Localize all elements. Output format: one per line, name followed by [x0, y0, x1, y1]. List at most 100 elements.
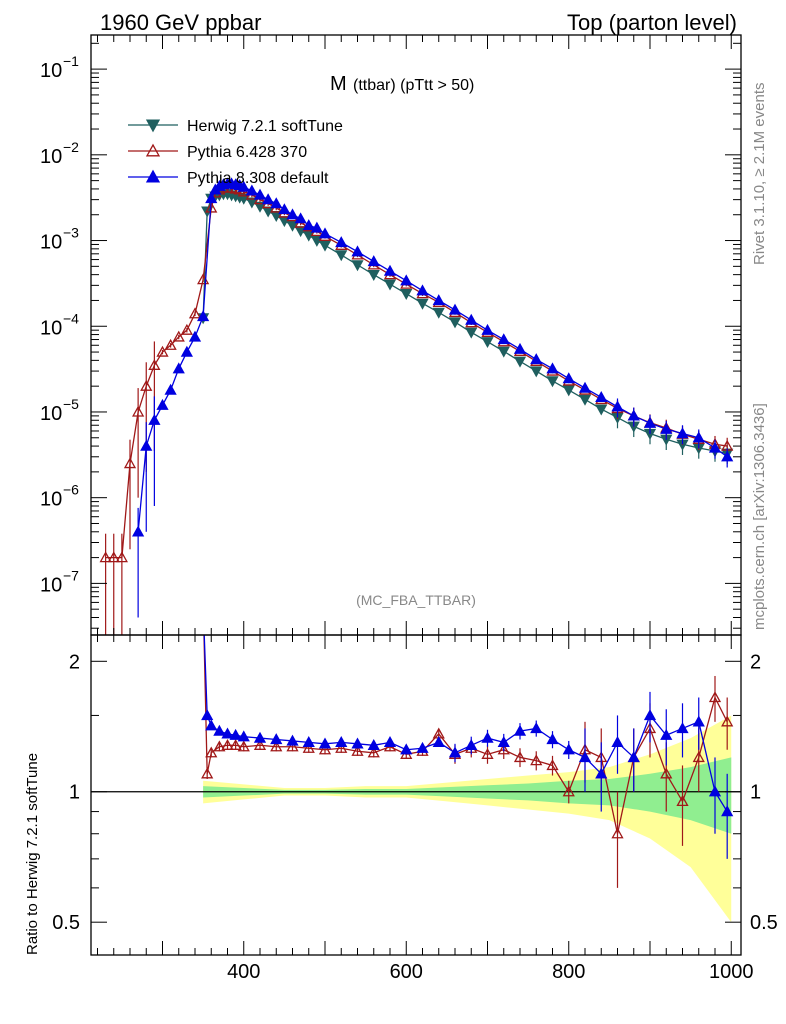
data-point [270, 197, 283, 209]
ratio-point [530, 722, 543, 734]
data-point [205, 192, 218, 204]
data-point [530, 353, 543, 365]
data-point [546, 376, 559, 388]
data-point [148, 358, 161, 370]
data-point [245, 197, 258, 209]
x-tick-label: 800 [552, 961, 585, 983]
ratio-point [221, 727, 234, 739]
data-point [115, 551, 128, 563]
data-point [432, 294, 445, 306]
title-main: M [330, 73, 347, 95]
y-tick-label-exponent: −4 [63, 310, 79, 326]
ratio-point [692, 715, 705, 727]
data-point [578, 381, 592, 393]
data-point [180, 323, 193, 335]
data-point [595, 404, 608, 416]
data-point [367, 255, 380, 267]
ratio-point [286, 734, 299, 746]
ratio-point [318, 743, 332, 755]
ratio-point [367, 746, 380, 758]
ratio-point [400, 743, 413, 755]
ratio-point [367, 738, 380, 750]
uncertainty-band-0 [203, 715, 732, 923]
data-point [310, 221, 323, 233]
ratio-y-tick-label: 2 [69, 651, 80, 673]
ratio-point [562, 743, 575, 755]
data-point [708, 441, 722, 453]
data-point [497, 333, 510, 345]
data-point [188, 307, 202, 319]
ratio-series-1 [201, 635, 734, 859]
ratio-point [546, 733, 559, 745]
title-sub: (ttbar) (pTtt > 50) [353, 77, 474, 94]
ratio-point [530, 754, 543, 766]
data-point [692, 431, 705, 443]
data-point [448, 317, 462, 329]
data-point [262, 193, 275, 205]
ratio-point [383, 736, 397, 748]
series-line [137, 183, 728, 532]
y-tick-label: 10 [40, 317, 62, 339]
data-point [643, 416, 657, 428]
y-tick-label: 10 [40, 232, 62, 254]
data-point [611, 400, 624, 412]
ratio-point [660, 767, 673, 779]
legend-entry: Pythia 8.308 default [187, 170, 329, 187]
data-point [627, 409, 640, 421]
ratio-point [611, 827, 624, 839]
ratio-point [513, 751, 527, 763]
data-point [721, 450, 734, 462]
mcplots-info: mcplots.cern.ch [arXiv:1306.3436] [751, 403, 768, 630]
ratio-point [302, 736, 315, 748]
data-point [253, 188, 267, 200]
ratio-point [286, 740, 299, 752]
data-point [197, 310, 210, 322]
data-point [335, 236, 348, 248]
data-point [448, 303, 462, 315]
ratio-point [270, 733, 283, 745]
y-tick-label: 10 [40, 574, 62, 596]
data-point [205, 201, 218, 213]
data-point [286, 220, 299, 232]
y-tick-label: 10 [40, 146, 62, 168]
data-point [99, 551, 112, 563]
x-tick-label: 400 [227, 961, 260, 983]
main-panel: 10−710−610−510−410−310−210−1 M (ttbar) (… [40, 34, 742, 636]
data-point [432, 307, 445, 319]
ratio-point [721, 715, 734, 727]
y-tick-label-exponent: −3 [63, 225, 79, 241]
ratio-point [253, 731, 267, 743]
series-1 [99, 181, 734, 635]
data-point [416, 284, 429, 296]
ratio-point [448, 746, 462, 758]
ratio-point [546, 759, 559, 771]
ratio-point [318, 737, 332, 749]
data-point [546, 362, 559, 374]
data-point [156, 345, 169, 357]
ratio-point [692, 751, 705, 763]
data-point [465, 313, 478, 325]
ratio-point [335, 736, 348, 748]
ratio-point [270, 740, 283, 752]
data-point [164, 338, 177, 350]
series-line [105, 187, 728, 559]
data-point [188, 330, 202, 342]
ratio-point [229, 738, 242, 750]
ratio-point [335, 741, 348, 753]
x-tick-label: 1000 [709, 961, 754, 983]
ratio-point [351, 744, 364, 756]
y-tick-label-exponent: −2 [63, 139, 79, 155]
legend-entry: Pythia 6.428 370 [187, 144, 307, 161]
data-point [367, 269, 380, 281]
ratio-point [595, 767, 608, 779]
data-point [481, 323, 494, 335]
data-point [237, 180, 250, 192]
data-point [335, 250, 348, 262]
ratio-y-tick-label-right: 0.5 [750, 912, 778, 934]
data-point [132, 405, 145, 417]
rivet-info: Rivet 3.1.10, ≥ 2.1M events [751, 83, 768, 266]
series-2 [132, 177, 734, 618]
data-point [107, 551, 120, 563]
ratio-point [351, 737, 364, 749]
ratio-point [513, 724, 527, 736]
